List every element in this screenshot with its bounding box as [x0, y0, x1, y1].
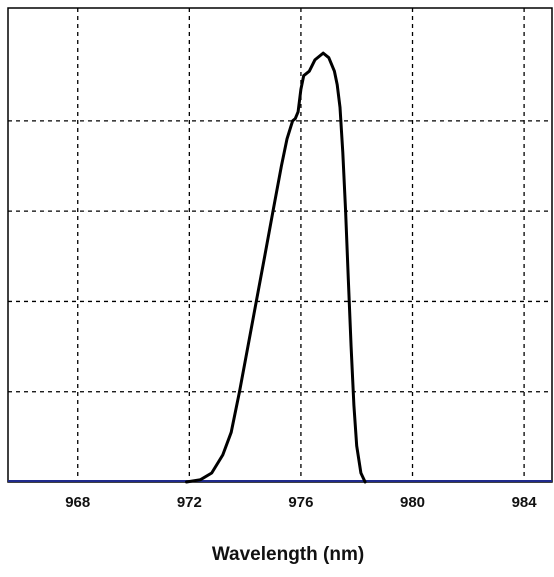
- plot-frame: [7, 7, 553, 483]
- x-tick-label: 976: [288, 494, 313, 511]
- x-tick-labels: 968 972 976 980 984: [65, 494, 537, 511]
- x-tick-label: 972: [177, 494, 202, 511]
- series-line: [185, 51, 367, 484]
- x-tick-label: 984: [512, 494, 538, 511]
- x-axis-title: Wavelength (nm): [212, 544, 364, 565]
- x-tick-label: 980: [400, 494, 425, 511]
- grid-lines: [8, 8, 552, 482]
- series-layer: [185, 51, 367, 484]
- x-tick-label: 968: [65, 494, 90, 511]
